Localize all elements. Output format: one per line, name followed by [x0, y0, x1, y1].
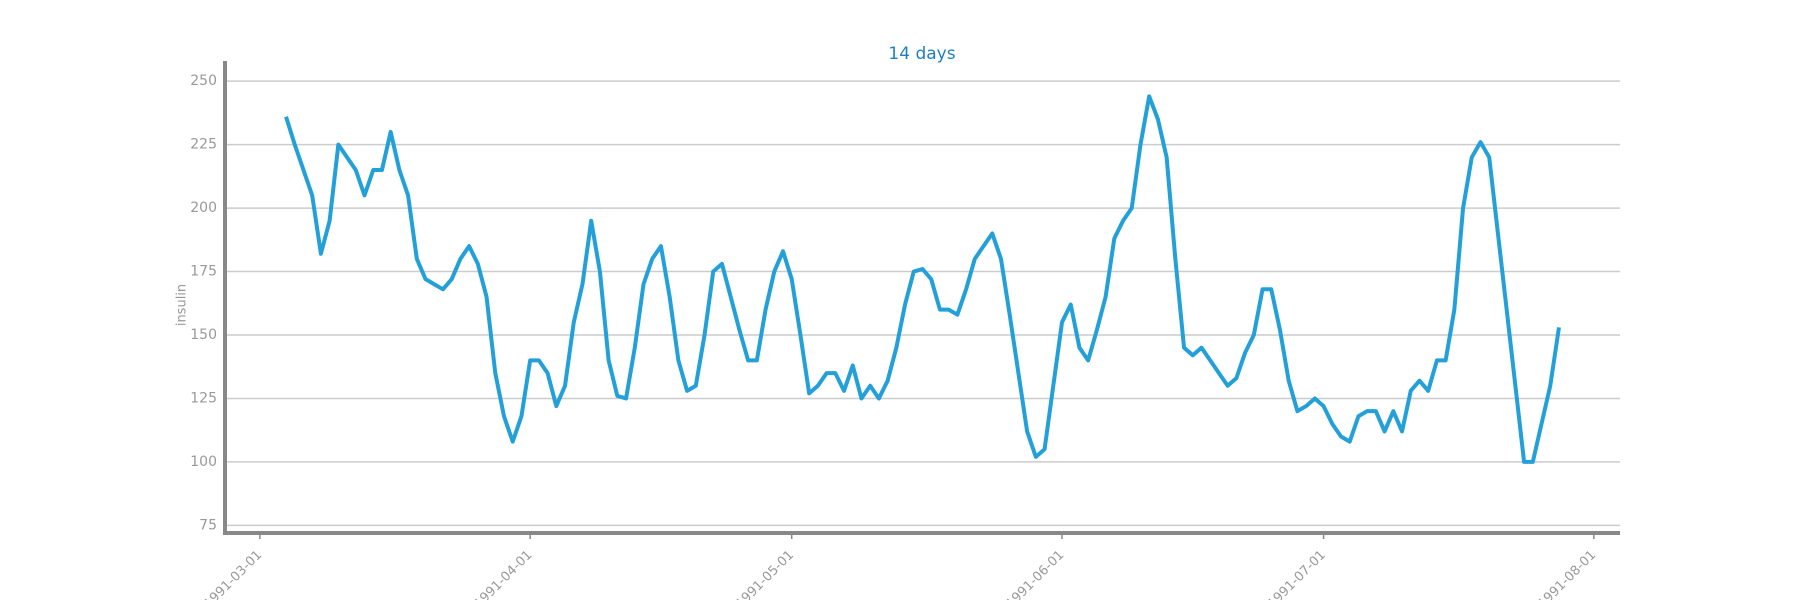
y-tick-label: 225 [190, 137, 217, 153]
x-tick-label: 1991-03-01 [201, 548, 265, 600]
line-series [284, 94, 1561, 464]
chart-title: 14 days [888, 44, 955, 64]
y-tick-label: 200 [190, 200, 217, 216]
y-tick-label: 150 [190, 327, 217, 343]
y-tick-label: 175 [190, 264, 217, 280]
x-tick-label: 1991-06-01 [1003, 548, 1067, 600]
x-tick-label: 1991-07-01 [1265, 548, 1329, 600]
y-axis-label: insulin [175, 284, 190, 326]
y-tick-label: 125 [190, 390, 217, 406]
y-tick-label: 75 [199, 517, 217, 533]
y-tick-label: 250 [190, 73, 217, 89]
x-tick-label: 1991-04-01 [471, 548, 535, 600]
x-tick-label: 1991-08-01 [1535, 548, 1599, 600]
y-tick-label: 100 [190, 454, 217, 470]
x-tick-label: 1991-05-01 [733, 548, 797, 600]
